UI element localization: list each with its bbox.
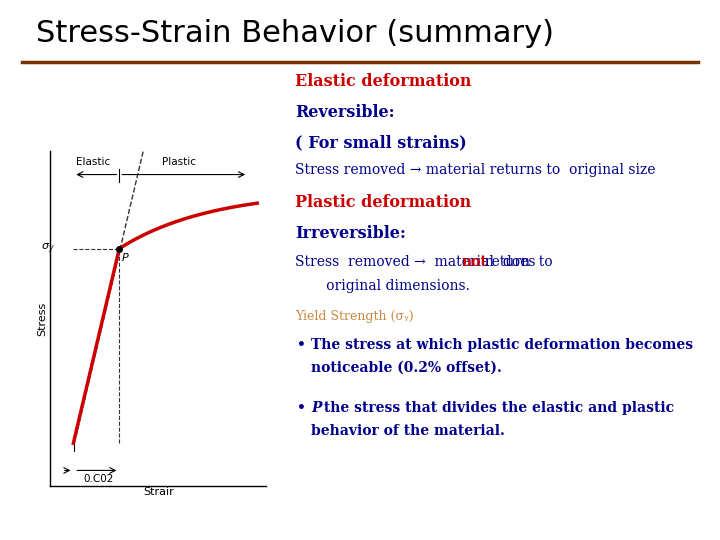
Text: Stress-Strain Behavior (summary): Stress-Strain Behavior (summary) xyxy=(36,19,554,48)
Text: Yield Strength (σᵧ): Yield Strength (σᵧ) xyxy=(295,310,414,323)
Text: Plastic deformation: Plastic deformation xyxy=(295,194,472,211)
Text: noticeable (0.2% offset).: noticeable (0.2% offset). xyxy=(311,361,502,375)
Text: return  to: return to xyxy=(477,255,553,269)
Text: 0.C02: 0.C02 xyxy=(84,474,114,484)
Text: Irreversible:: Irreversible: xyxy=(295,225,406,241)
Text: P: P xyxy=(311,401,321,415)
Text: not: not xyxy=(462,255,487,269)
Text: ( For small strains): ( For small strains) xyxy=(295,134,467,151)
Text: Plastic: Plastic xyxy=(162,157,196,167)
Y-axis label: Stress: Stress xyxy=(37,301,48,336)
Text: Elastic: Elastic xyxy=(76,157,110,167)
Text: original dimensions.: original dimensions. xyxy=(313,279,470,293)
Text: Reversible:: Reversible: xyxy=(295,104,395,120)
Text: •: • xyxy=(297,338,305,352)
Text: •: • xyxy=(297,401,305,415)
Text: behavior of the material.: behavior of the material. xyxy=(311,424,505,438)
Text: the stress that divides the elastic and plastic: the stress that divides the elastic and … xyxy=(319,401,674,415)
Text: The stress at which plastic deformation becomes: The stress at which plastic deformation … xyxy=(311,338,693,352)
Text: Elastic deformation: Elastic deformation xyxy=(295,73,472,90)
Text: $\sigma_y$: $\sigma_y$ xyxy=(41,241,55,256)
X-axis label: Strair: Strair xyxy=(143,488,174,497)
Text: Stress  removed →  material  does: Stress removed → material does xyxy=(295,255,540,269)
Text: P: P xyxy=(122,253,128,264)
Text: Stress removed → material returns to  original size: Stress removed → material returns to ori… xyxy=(295,163,656,177)
